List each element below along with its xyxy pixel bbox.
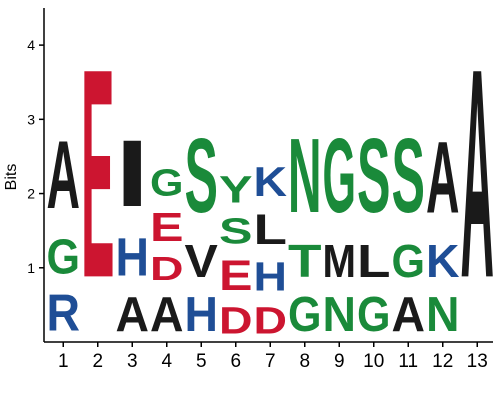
logo-letter-M-pos-9: M [323, 236, 356, 287]
logo-letter-G-pos-8: G [288, 287, 321, 342]
y-axis-label: Bits [3, 164, 20, 191]
logo-letter-D-pos-6: D [219, 300, 252, 342]
logo-letter-A-pos-3: A [116, 288, 149, 342]
x-tick-label: 5 [196, 351, 207, 372]
y-ticks: 1 2 3 4 [27, 37, 44, 276]
axes-layer [43, 8, 493, 343]
logo-letter-G-pos-11: G [392, 235, 425, 287]
logo-letter-R-pos-1: R [47, 285, 81, 342]
x-tick-label: 9 [334, 351, 345, 372]
logo-letter-K-pos-12: K [426, 235, 460, 287]
x-tick-label: 7 [265, 351, 276, 372]
logo-letter-A-pos-1: A [47, 121, 81, 229]
logo-letter-E-pos-2: E [81, 7, 114, 340]
x-tick-label: 4 [161, 351, 172, 372]
logo-letter-I-pos-3: I [116, 120, 149, 226]
x-tick-label: 6 [230, 351, 241, 372]
logo-letter-H-pos-7: H [254, 254, 287, 300]
logo-letter-A-pos-13: A [461, 8, 494, 341]
x-tick-label: 12 [432, 351, 453, 372]
logo-letter-K-pos-7: K [254, 159, 288, 205]
logo-letter-G-pos-4: G [150, 161, 184, 204]
logo-letter-G-pos-9: G [323, 118, 356, 236]
x-tick-label: 1 [58, 351, 69, 372]
logo-letter-A-pos-12: A [426, 120, 459, 235]
logo-letter-Y-pos-6: Y [219, 169, 253, 211]
x-tick-label: 11 [398, 351, 418, 372]
x-tick-label: 2 [92, 351, 103, 372]
logo-letter-G-pos-1: G [47, 229, 80, 284]
logo-letter-H-pos-3: H [116, 227, 150, 287]
logo-letter-A-pos-4: A [150, 288, 183, 342]
logo-letter-D-pos-7: D [254, 300, 287, 342]
x-tick-label: 8 [299, 351, 310, 372]
logo-letter-E-pos-6: E [219, 252, 252, 300]
logo-letter-T-pos-8: T [288, 235, 321, 287]
logo-letter-G-pos-10: G [357, 287, 390, 342]
logo-letter-D-pos-4: D [150, 250, 183, 287]
logo-letter-N-pos-12: N [426, 288, 459, 342]
logo-letter-E-pos-4: E [150, 203, 184, 250]
logo-letter-L-pos-10: L [357, 235, 390, 287]
logo-letter-A-pos-11: A [392, 288, 425, 342]
y-tick-label: 1 [27, 260, 35, 276]
logo-letter-S-pos-6: S [219, 211, 252, 252]
x-tick-label: 13 [467, 351, 488, 372]
logo-letter-N-pos-8: N [288, 117, 321, 235]
logo-letter-S-pos-10: S [357, 117, 390, 234]
logo-letter-S-pos-5: S [185, 117, 218, 234]
logo-letter-H-pos-5: H [185, 288, 218, 342]
y-tick-label: 4 [27, 37, 35, 53]
x-tick-label: 3 [127, 351, 138, 372]
y-tick-label: 3 [27, 111, 35, 127]
logo-letter-S-pos-11: S [392, 117, 425, 234]
logo-letter-L-pos-7: L [254, 206, 288, 254]
x-ticks: 1 2 3 4 5 6 7 8 9 10 11 12 13 [58, 342, 488, 372]
logo-letter-V-pos-5: V [185, 236, 218, 288]
x-tick-label: 10 [363, 351, 384, 372]
y-tick-label: 2 [27, 186, 35, 202]
logo-letter-N-pos-9: N [323, 288, 356, 342]
